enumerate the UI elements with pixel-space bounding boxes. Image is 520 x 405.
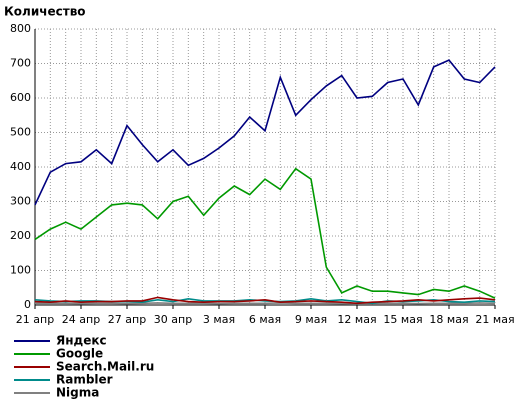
legend-label: Google [56,347,103,361]
y-tick-label: 800 [10,22,31,35]
x-tick-label: 15 мая [383,313,422,326]
x-tick-label: 9 мая [295,313,327,326]
y-tick-label: 400 [10,160,31,173]
x-tick-label: 21 апр [16,313,54,326]
x-tick-label: 6 мая [249,313,281,326]
series-line [35,302,496,305]
legend-label: Яндекс [56,334,107,348]
y-tick-label: 700 [10,57,31,70]
series-line [34,167,496,299]
y-tick-label: 0 [24,298,31,311]
x-tick-label: 27 апр [108,313,146,326]
x-tick-label: 21 мая [475,313,514,326]
x-tick-label: 3 мая [203,313,235,326]
chart-title: Количество [4,5,86,19]
series-line [34,59,496,206]
series-line [34,296,496,305]
x-tick-label: 30 апр [154,313,192,326]
y-tick-label: 600 [10,91,31,104]
legend-label: Search.Mail.ru [56,360,154,374]
x-tick-label: 12 мая [337,313,376,326]
x-tick-label: 24 апр [62,313,100,326]
legend-label: Nigma [56,386,99,400]
legend-label: Rambler [56,373,113,387]
y-tick-label: 100 [10,264,31,277]
y-tick-label: 300 [10,195,31,208]
y-tick-label: 500 [10,126,31,139]
y-tick-label: 200 [10,229,31,242]
x-tick-label: 18 мая [429,313,468,326]
